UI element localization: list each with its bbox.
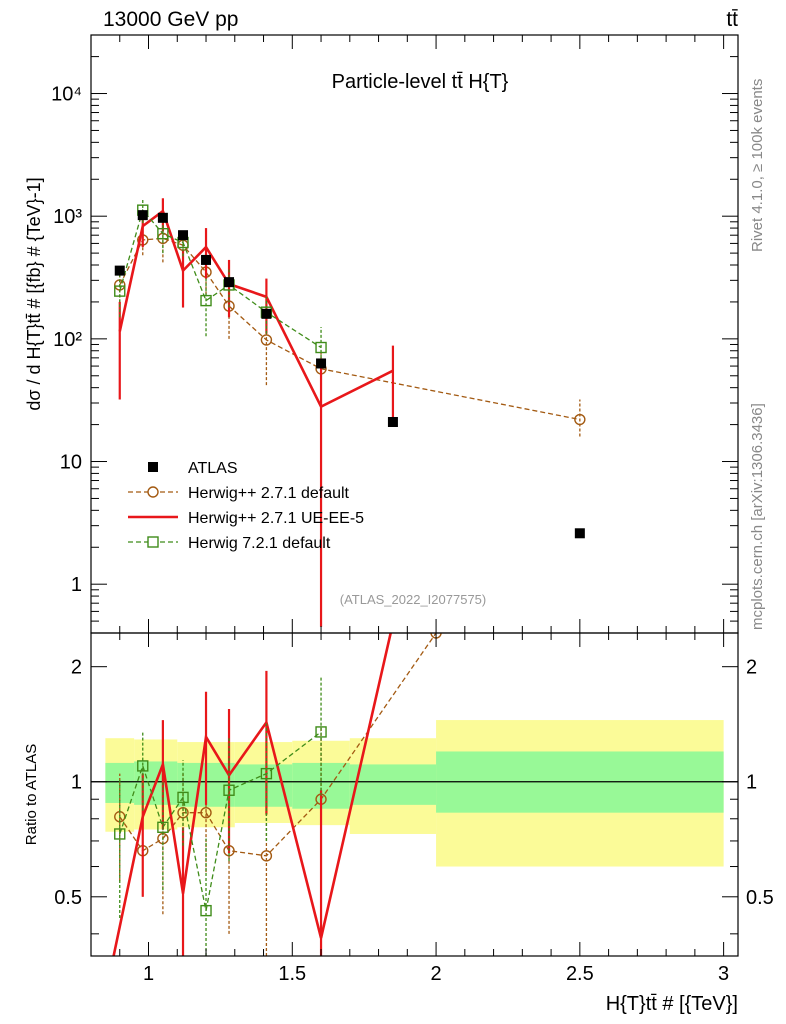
atlas-point (137, 210, 148, 221)
data-point-square (137, 760, 149, 772)
legend-label: Herwig++ 2.7.1 default (188, 485, 350, 502)
atlas-data (114, 210, 585, 539)
mcplots-credit-label: mcplots.cern.ch [arXiv:1306.3436] (749, 403, 766, 630)
ratio-panel: 1 1.5 2 2.5 3 0.5 0.5 1 1 2 2 Ratio to ATLAS H{T}tt̄… (23, 632, 774, 1015)
series-line (119, 731, 322, 911)
y-tick-label: 10 (60, 452, 82, 474)
legend-marker (148, 462, 158, 472)
y-tick-label: 0.5 (54, 887, 82, 909)
data-point-square (157, 227, 169, 240)
data-point-square (260, 767, 273, 780)
legend: ATLAS Herwig++ 2.7.1 default Herwig++ 2.7.… (128, 460, 364, 552)
data-point-square (315, 341, 327, 354)
atlas-point (157, 212, 168, 223)
atlas-point (201, 254, 212, 265)
x-tick-label: 1 (143, 963, 154, 985)
plot-title: Particle-level tt̄ H{T} (332, 71, 509, 93)
y-axis-label: dσ / d H{T}tt̄ # [{fb} # {TeV}-1] (24, 177, 44, 410)
atlas-point (114, 265, 125, 276)
data-point-square (114, 828, 126, 840)
atlas-point (316, 358, 327, 369)
ratio-y-axis-label: Ratio to ATLAS (23, 744, 40, 845)
x-tick-label: 1.5 (278, 963, 306, 985)
series-solid-line (118, 198, 395, 627)
data-point-circle (574, 413, 586, 426)
x-axis-label: H{T}tt̄ # [{TeV}] (606, 993, 738, 1015)
legend-label: ATLAS (188, 460, 238, 477)
data-point-circle (260, 850, 273, 862)
y-tick-label-right: 1 (746, 772, 757, 794)
data-point-square (315, 726, 327, 738)
data-point-circle (200, 806, 212, 819)
main-panel: 1 10 10² 10³ 10⁴ Particle-level tt̄ H{T} (ATLA… (24, 34, 739, 634)
data-point-circle (177, 806, 189, 819)
y-tick-label-right: 2 (746, 657, 757, 679)
band-inner (349, 764, 437, 805)
rivet-version-label: Rivet 4.1.0, ≥ 100k events (749, 79, 766, 252)
y-tick-label: 10³ (53, 206, 82, 228)
legend-marker (147, 486, 159, 498)
ratio-frame (90, 632, 739, 957)
x-tick-label: 3 (718, 963, 729, 985)
data-point-square (223, 784, 235, 796)
legend-label: Herwig 7.2.1 default (188, 535, 331, 552)
atlas-point (224, 277, 235, 288)
legend-label: Herwig++ 2.7.1 UE-EE-5 (188, 510, 364, 527)
y-tick-label: 1 (71, 772, 82, 794)
process-label: tt̄ (726, 8, 738, 31)
atlas-point (574, 528, 585, 539)
data-point-square (200, 294, 212, 307)
series-line (119, 208, 322, 349)
data-point-square (200, 904, 212, 917)
legend-marker (147, 536, 159, 548)
data-point-square (157, 821, 169, 833)
y-tick-label: 10² (53, 329, 82, 351)
atlas-point (178, 230, 189, 241)
series-line (118, 209, 394, 409)
series-line (119, 237, 580, 421)
y-tick-label: 2 (71, 657, 82, 679)
y-tick-label: 10⁴ (51, 84, 82, 106)
x-tick-label: 2.5 (566, 963, 594, 985)
analysis-tag: (ATLAS_2022_I2077575) (340, 592, 486, 607)
atlas-point (387, 416, 398, 427)
y-tick-label-right: 0.5 (746, 887, 774, 909)
series-dashed-square (114, 199, 327, 368)
y-tick-label: 1 (71, 574, 82, 596)
series-line (119, 633, 437, 857)
atlas-point (261, 308, 272, 319)
data-point-square (114, 285, 126, 297)
series-dashed-circle (114, 221, 586, 437)
beam-energy-label: 13000 GeV pp (103, 8, 238, 31)
x-tick-label: 2 (431, 963, 442, 985)
data-point-circle (260, 334, 273, 346)
series-dashed-square (114, 676, 327, 956)
data-point-square (177, 791, 189, 804)
